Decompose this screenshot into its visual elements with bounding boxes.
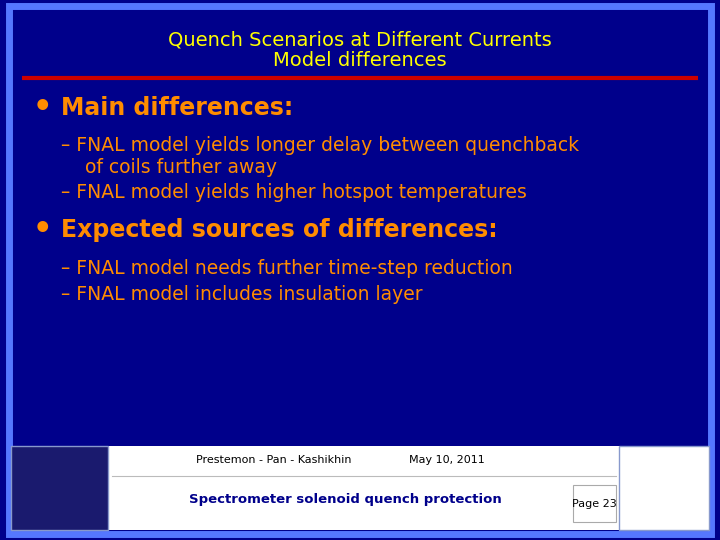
Text: •: • bbox=[32, 93, 52, 123]
FancyBboxPatch shape bbox=[619, 446, 709, 530]
Text: Quench Scenarios at Different Currents: Quench Scenarios at Different Currents bbox=[168, 31, 552, 50]
Text: of coils further away: of coils further away bbox=[61, 158, 277, 177]
Text: – FNAL model yields longer delay between quenchback: – FNAL model yields longer delay between… bbox=[61, 136, 580, 156]
Text: Prestemon - Pan - Kashikhin: Prestemon - Pan - Kashikhin bbox=[196, 455, 351, 465]
Text: – FNAL model yields higher hotspot temperatures: – FNAL model yields higher hotspot tempe… bbox=[61, 183, 527, 202]
Text: Spectrometer solenoid quench protection: Spectrometer solenoid quench protection bbox=[189, 493, 502, 506]
Text: May 10, 2011: May 10, 2011 bbox=[408, 455, 485, 465]
FancyBboxPatch shape bbox=[11, 446, 709, 530]
Text: – FNAL model needs further time-step reduction: – FNAL model needs further time-step red… bbox=[61, 259, 513, 278]
Text: – FNAL model includes insulation layer: – FNAL model includes insulation layer bbox=[61, 285, 423, 304]
Text: Model differences: Model differences bbox=[273, 51, 447, 70]
FancyBboxPatch shape bbox=[9, 6, 711, 534]
Text: •: • bbox=[32, 215, 52, 244]
Text: Main differences:: Main differences: bbox=[61, 96, 294, 120]
Text: Expected sources of differences:: Expected sources of differences: bbox=[61, 218, 498, 241]
Text: Page 23: Page 23 bbox=[572, 499, 617, 509]
FancyBboxPatch shape bbox=[573, 485, 616, 522]
FancyBboxPatch shape bbox=[11, 446, 108, 530]
